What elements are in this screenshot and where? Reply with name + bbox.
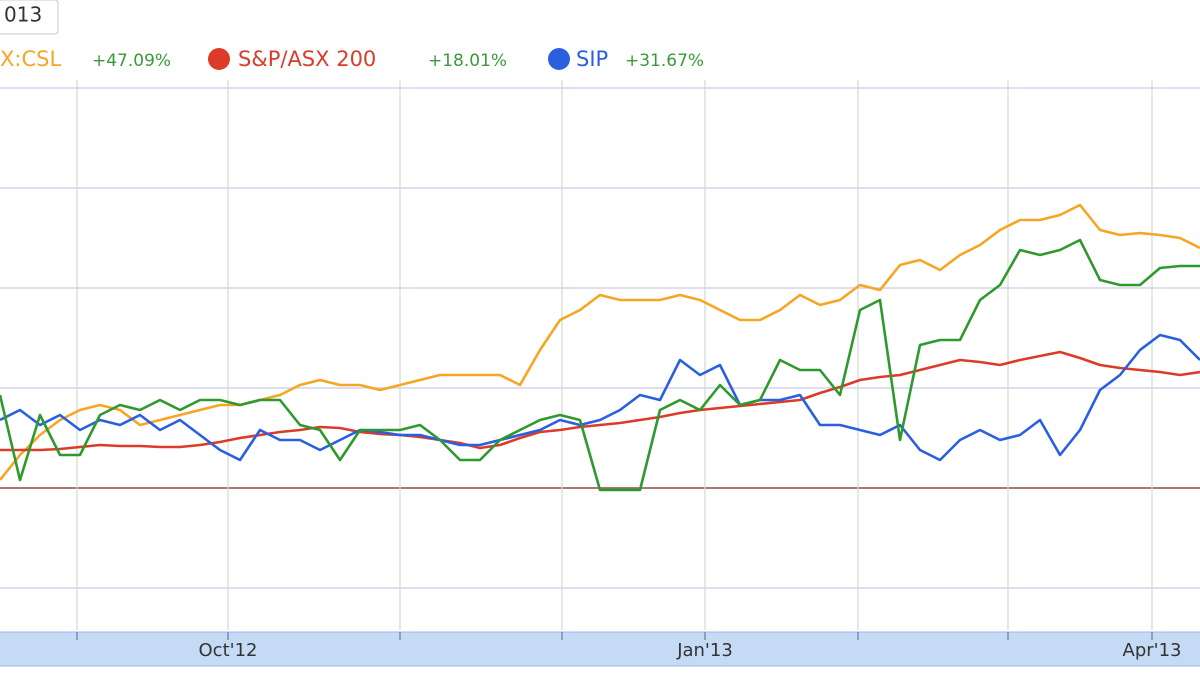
legend-name: S&P/ASX 200	[238, 47, 376, 71]
x-axis-band	[0, 632, 1200, 666]
series-line	[0, 238, 1200, 492]
x-axis: Oct'12 Jan'13 Apr'13	[76, 632, 1182, 661]
legend-dot	[208, 48, 230, 70]
legend-change: +18.01%	[428, 51, 507, 71]
legend-change: +47.09%	[92, 51, 171, 71]
series-line	[0, 203, 1200, 481]
legend-name: SIP	[576, 47, 608, 71]
date-range: 013	[4, 3, 42, 27]
grid	[0, 80, 1200, 630]
series-line	[0, 333, 1200, 462]
legend-dot	[548, 48, 570, 70]
lines	[0, 203, 1200, 492]
series-line	[0, 350, 1200, 452]
legend-name: X:CSL	[0, 47, 61, 71]
x-tick-label: Oct'12	[199, 640, 258, 661]
x-tick-label: Apr'13	[1123, 640, 1182, 661]
x-tick-label: Jan'13	[676, 640, 733, 661]
legend: X:CSL +47.09% S&P/ASX 200 +18.01% SIP +31.67%	[0, 47, 704, 71]
legend-change: +31.67%	[625, 51, 704, 71]
date-box[interactable]	[0, 0, 59, 35]
